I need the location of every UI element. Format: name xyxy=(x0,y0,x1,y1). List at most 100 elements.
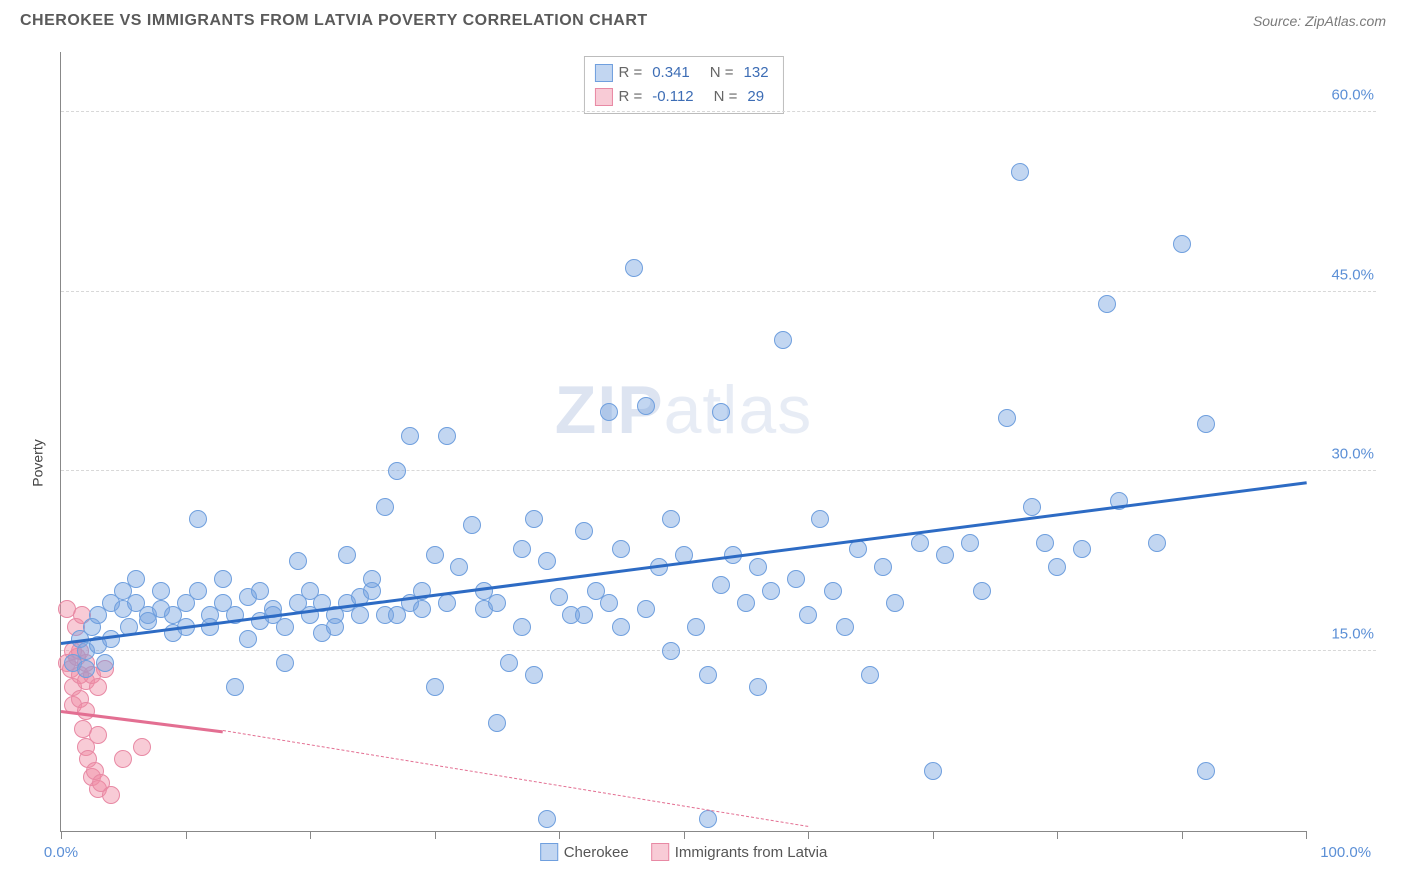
data-point xyxy=(438,594,456,612)
watermark: ZIPatlas xyxy=(555,371,812,449)
y-tick-label: 15.0% xyxy=(1331,626,1374,643)
data-point xyxy=(762,582,780,600)
data-point xyxy=(886,594,904,612)
legend-item: Cherokee xyxy=(540,843,629,861)
data-point xyxy=(575,606,593,624)
data-point xyxy=(861,666,879,684)
data-point xyxy=(388,462,406,480)
x-tick xyxy=(61,831,62,839)
data-point xyxy=(1173,235,1191,253)
data-point xyxy=(276,654,294,672)
data-point xyxy=(102,786,120,804)
data-point xyxy=(961,534,979,552)
legend-swatch xyxy=(651,843,669,861)
legend-row: R =-0.112N =29 xyxy=(594,85,772,109)
data-point xyxy=(849,540,867,558)
data-point xyxy=(824,582,842,600)
legend-item: Immigrants from Latvia xyxy=(651,843,828,861)
data-point xyxy=(538,552,556,570)
data-point xyxy=(376,498,394,516)
x-tick xyxy=(310,831,311,839)
data-point xyxy=(612,540,630,558)
data-point xyxy=(1036,534,1054,552)
data-point xyxy=(637,397,655,415)
data-point xyxy=(612,618,630,636)
data-point xyxy=(513,618,531,636)
data-point xyxy=(625,259,643,277)
source-label: Source: ZipAtlas.com xyxy=(1253,13,1386,29)
data-point xyxy=(189,582,207,600)
data-point xyxy=(77,702,95,720)
data-point xyxy=(998,409,1016,427)
y-tick-label: 45.0% xyxy=(1331,266,1374,283)
gridline xyxy=(61,291,1376,292)
data-point xyxy=(1197,415,1215,433)
data-point xyxy=(133,738,151,756)
x-tick xyxy=(186,831,187,839)
data-point xyxy=(363,570,381,588)
data-point xyxy=(289,552,307,570)
data-point xyxy=(936,546,954,564)
data-point xyxy=(463,516,481,534)
data-point xyxy=(89,726,107,744)
data-point xyxy=(550,588,568,606)
data-point xyxy=(699,810,717,828)
chart-container: Poverty ZIPatlas R =0.341N =132R =-0.112… xyxy=(20,44,1386,882)
data-point xyxy=(600,403,618,421)
x-tick xyxy=(1306,831,1307,839)
series-legend: Cherokee Immigrants from Latvia xyxy=(540,843,828,861)
data-point xyxy=(600,594,618,612)
data-point xyxy=(251,582,269,600)
gridline xyxy=(61,470,1376,471)
x-tick xyxy=(1057,831,1058,839)
data-point xyxy=(239,630,257,648)
data-point xyxy=(699,666,717,684)
data-point xyxy=(89,678,107,696)
data-point xyxy=(749,678,767,696)
data-point xyxy=(426,678,444,696)
data-point xyxy=(450,558,468,576)
data-point xyxy=(749,558,767,576)
data-point xyxy=(338,546,356,564)
data-point xyxy=(1023,498,1041,516)
data-point xyxy=(326,618,344,636)
data-point xyxy=(488,714,506,732)
x-tick xyxy=(435,831,436,839)
legend-swatch xyxy=(540,843,558,861)
x-tick-label: 0.0% xyxy=(44,844,78,861)
trend-line xyxy=(61,482,1307,646)
data-point xyxy=(973,582,991,600)
data-point xyxy=(488,594,506,612)
legend-row: R =0.341N =132 xyxy=(594,61,772,85)
data-point xyxy=(438,427,456,445)
data-point xyxy=(1098,295,1116,313)
x-tick xyxy=(1182,831,1183,839)
data-point xyxy=(127,570,145,588)
legend-label: Immigrants from Latvia xyxy=(675,844,828,861)
data-point xyxy=(214,570,232,588)
data-point xyxy=(500,654,518,672)
x-tick xyxy=(684,831,685,839)
x-tick xyxy=(808,831,809,839)
data-point xyxy=(799,606,817,624)
correlation-legend: R =0.341N =132R =-0.112N =29 xyxy=(583,56,783,114)
data-point xyxy=(538,810,556,828)
data-point xyxy=(911,534,929,552)
data-point xyxy=(413,600,431,618)
x-tick xyxy=(933,831,934,839)
data-point xyxy=(114,750,132,768)
data-point xyxy=(662,510,680,528)
data-point xyxy=(96,654,114,672)
data-point xyxy=(712,403,730,421)
data-point xyxy=(874,558,892,576)
data-point xyxy=(737,594,755,612)
gridline xyxy=(61,111,1376,112)
legend-label: Cherokee xyxy=(564,844,629,861)
data-point xyxy=(1148,534,1166,552)
data-point xyxy=(575,522,593,540)
y-tick-label: 30.0% xyxy=(1331,446,1374,463)
data-point xyxy=(1011,163,1029,181)
data-point xyxy=(1073,540,1091,558)
x-tick xyxy=(559,831,560,839)
data-point xyxy=(513,540,531,558)
